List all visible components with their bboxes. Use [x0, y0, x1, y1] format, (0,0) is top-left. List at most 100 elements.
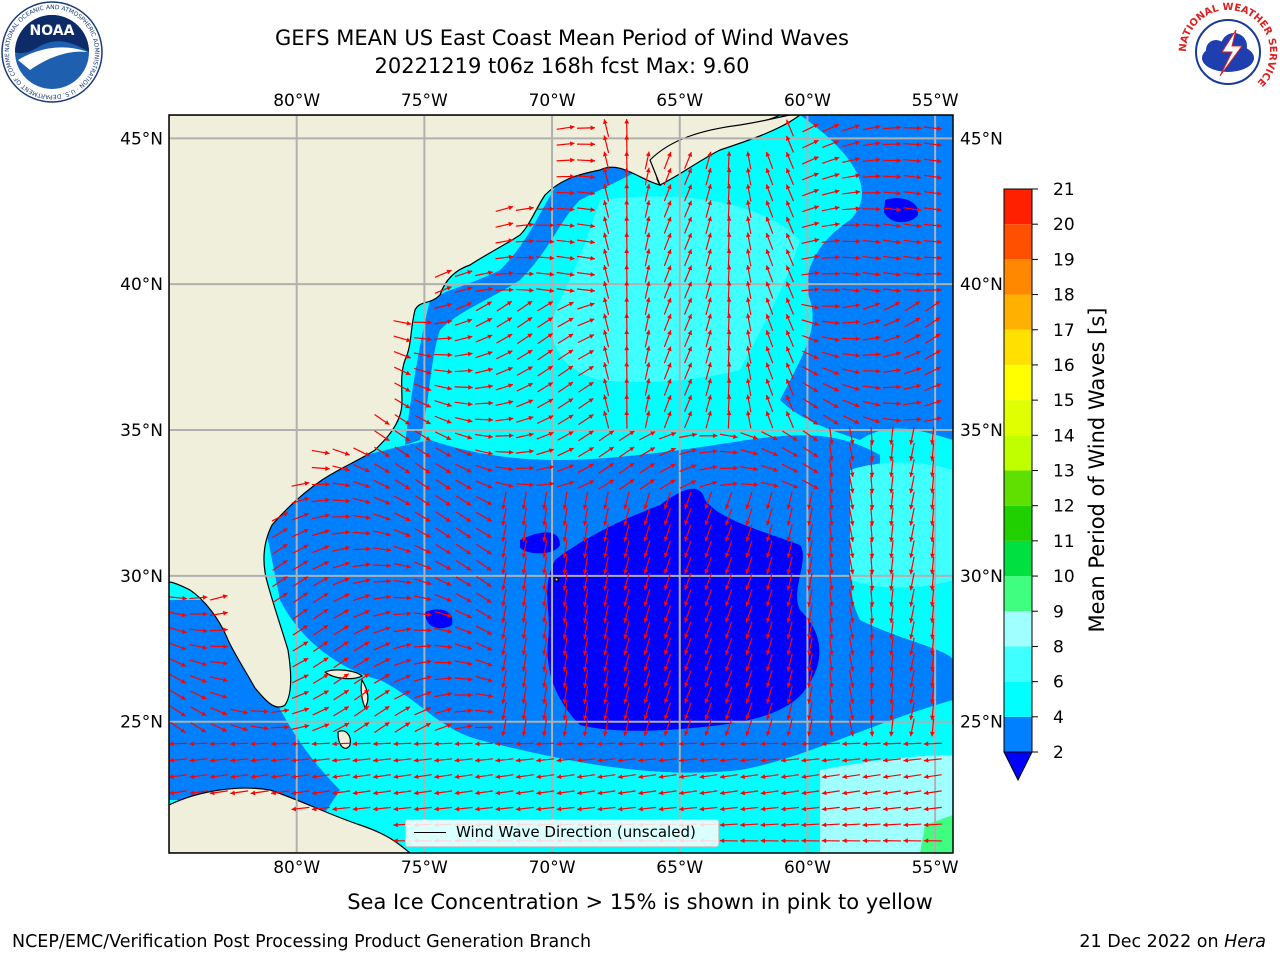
wind-wave-arrowhead — [548, 448, 554, 453]
wind-wave-arrowhead — [813, 140, 819, 145]
wind-wave-arrowhead — [707, 200, 712, 206]
colorbar: 2 4 6 8 9 10 11 12 13 14 15 16 17 18 19 20 21 — [1003, 180, 1075, 782]
wind-wave-arrowhead — [413, 757, 419, 763]
wind-wave-arrowhead — [271, 741, 276, 747]
wind-wave-arrowhead — [487, 500, 493, 505]
wind-wave-arrowhead — [487, 450, 493, 456]
wind-wave-arrowhead — [501, 650, 506, 656]
wind-wave-arrowhead — [624, 135, 630, 140]
wind-wave-arrowhead — [862, 774, 868, 780]
wind-wave-arrowhead — [406, 320, 412, 326]
wind-wave-arrowhead — [883, 822, 888, 828]
wind-wave-arrowhead — [753, 466, 759, 472]
wind-wave-arrowhead — [876, 190, 881, 196]
colorbar-segment — [1004, 259, 1032, 295]
wind-wave-arrowhead — [243, 709, 248, 715]
wind-wave-arrowhead — [385, 500, 391, 505]
wind-wave-arrowhead — [786, 265, 791, 271]
wind-wave-arrowhead — [935, 317, 941, 322]
wind-wave-arrowhead — [745, 151, 751, 157]
wind-wave-arrowhead — [264, 709, 269, 714]
wind-wave-arrowhead — [814, 321, 820, 326]
wind-wave-arrowhead — [726, 216, 732, 221]
wind-wave-arrowhead — [909, 504, 914, 510]
wind-wave-arrowhead — [549, 255, 555, 261]
wind-wave-arrowhead — [250, 790, 256, 796]
wind-wave-arrowhead — [829, 456, 834, 461]
wind-wave-arrowhead — [869, 650, 875, 656]
wind-wave-arrowhead — [365, 578, 371, 583]
wind-wave-arrowhead — [909, 488, 914, 494]
wind-wave-arrowhead — [929, 666, 935, 672]
wind-wave-arrowhead — [937, 255, 942, 261]
wind-wave-arrowhead — [937, 174, 942, 180]
lon-tick-label: 70°W — [529, 858, 576, 878]
wind-wave-arrowhead — [862, 790, 868, 796]
wind-wave-arrowhead — [829, 731, 834, 737]
wind-wave-arrowhead — [842, 790, 847, 796]
wind-wave-arrowhead — [813, 387, 819, 392]
wind-wave-arrowhead — [849, 618, 855, 623]
wind-wave-arrowhead — [303, 544, 309, 550]
wind-wave-arrowhead — [667, 265, 672, 271]
wind-wave-arrowhead — [650, 431, 656, 436]
wind-wave-arrowhead — [617, 790, 623, 796]
wind-wave-arrowhead — [638, 774, 643, 780]
wind-wave-arrowhead — [699, 741, 704, 747]
wind-wave-arrowhead — [263, 725, 269, 731]
wind-wave-arrowhead — [707, 362, 712, 368]
wind-wave-arrowhead — [813, 354, 819, 359]
wind-wave-arrowhead — [849, 601, 855, 607]
wind-wave-arrowhead — [588, 414, 594, 419]
wind-wave-arrowhead — [303, 674, 309, 679]
wind-wave-arrowhead — [624, 329, 630, 335]
wind-wave-arrowhead — [508, 416, 514, 422]
wind-wave-arrowhead — [467, 434, 473, 440]
wind-wave-arrowhead — [189, 774, 195, 780]
wind-wave-arrowhead — [687, 378, 692, 384]
wind-wave-arrowhead — [643, 601, 649, 607]
wind-wave-arrowhead — [556, 757, 562, 763]
wind-wave-arrowhead — [903, 806, 909, 812]
wind-wave-arrowhead — [501, 569, 506, 575]
wind-wave-arrowhead — [180, 711, 186, 717]
wind-wave-arrowhead — [937, 158, 942, 164]
wind-wave-arrowhead — [876, 223, 881, 228]
wind-wave-arrowhead — [724, 649, 730, 655]
wind-wave-arrowhead — [602, 167, 608, 173]
colorbar-segment — [1004, 576, 1032, 612]
wind-wave-arrowhead — [849, 569, 855, 575]
wind-wave-arrowhead — [812, 403, 818, 409]
wind-wave-arrowhead — [704, 698, 710, 704]
wind-wave-arrowhead — [684, 504, 689, 510]
wind-wave-arrowhead — [344, 723, 350, 728]
wind-wave-arrowhead — [724, 601, 730, 607]
wind-wave-arrowhead — [495, 757, 501, 763]
wind-wave-arrowhead — [542, 585, 547, 591]
wind-wave-arrowhead — [624, 297, 630, 302]
wind-wave-arrowhead — [475, 741, 480, 747]
wind-wave-arrowhead — [603, 715, 608, 721]
wind-wave-arrowhead — [937, 142, 942, 148]
wind-wave-arrowhead — [889, 731, 894, 737]
wind-wave-arrowhead — [345, 498, 351, 504]
lat-tick-label: 40°N — [960, 275, 1003, 295]
wind-wave-arrowhead — [889, 715, 894, 721]
footer-date: 21 Dec 2022 on Hera — [1079, 932, 1266, 952]
wind-wave-arrowhead — [834, 222, 840, 227]
colorbar-segment — [1004, 400, 1032, 436]
wind-wave-arrowhead — [542, 601, 547, 607]
wind-wave-arrowhead — [405, 484, 411, 490]
colorbar-segment — [1004, 435, 1032, 471]
wind-wave-arrowhead — [521, 699, 527, 704]
wind-wave-arrowhead — [745, 232, 751, 238]
wind-wave-arrowhead — [760, 838, 766, 844]
wind-wave-arrowhead — [488, 709, 493, 714]
wind-wave-arrowhead — [745, 410, 751, 416]
wind-wave-arrowhead — [508, 254, 514, 260]
wind-wave-arrowhead — [343, 625, 349, 630]
wind-wave-arrowhead — [425, 468, 431, 474]
wind-wave-arrowhead — [766, 536, 771, 542]
wind-wave-arrowhead — [645, 248, 651, 254]
